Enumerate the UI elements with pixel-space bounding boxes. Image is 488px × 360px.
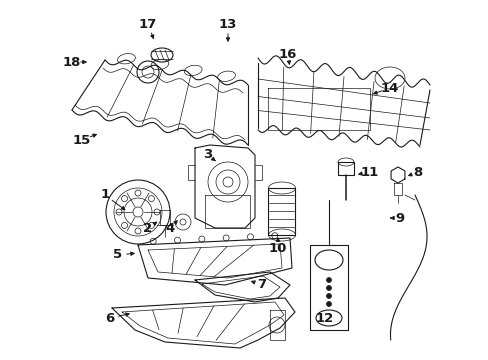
- Text: 7: 7: [257, 279, 266, 292]
- Text: 13: 13: [218, 18, 237, 31]
- Text: 16: 16: [278, 49, 297, 62]
- Circle shape: [326, 285, 331, 291]
- Text: 6: 6: [105, 311, 114, 324]
- Text: 10: 10: [268, 242, 286, 255]
- Text: 1: 1: [100, 189, 109, 202]
- Text: 4: 4: [165, 221, 174, 234]
- Circle shape: [326, 293, 331, 298]
- Text: 9: 9: [395, 211, 404, 225]
- Text: 15: 15: [73, 134, 91, 147]
- Text: 5: 5: [113, 248, 122, 261]
- Text: 8: 8: [412, 166, 422, 179]
- Text: 12: 12: [315, 311, 333, 324]
- Text: 14: 14: [380, 81, 398, 94]
- Text: 11: 11: [360, 166, 378, 179]
- Text: 2: 2: [143, 221, 152, 234]
- Text: 18: 18: [62, 55, 81, 68]
- Text: 3: 3: [203, 148, 212, 162]
- Circle shape: [326, 302, 331, 306]
- Text: 17: 17: [139, 18, 157, 31]
- Circle shape: [326, 278, 331, 283]
